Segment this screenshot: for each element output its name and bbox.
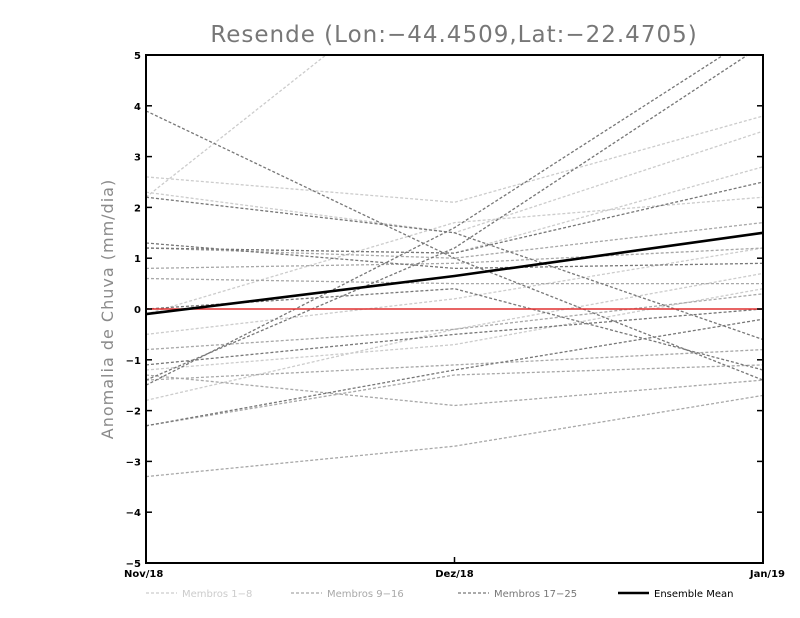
legend-label: Membros 9−16 — [327, 589, 404, 600]
y-tick-label: 1 — [134, 254, 141, 265]
x-tick-label: Nov/18 — [124, 569, 163, 580]
y-tick-label: −2 — [126, 407, 141, 418]
series-line-8 — [146, 272, 763, 402]
legend-label: Membros 17−25 — [494, 589, 577, 600]
series-line-12 — [146, 293, 763, 351]
series-line-19 — [146, 242, 763, 270]
ensemble-mean-line — [146, 231, 763, 316]
x-axis: Nov/18 Dez/18 Jan/19 — [124, 557, 785, 580]
series-line-6 — [146, 247, 763, 336]
legend-label: Membros 1−8 — [182, 589, 252, 600]
series-line-25 — [146, 288, 763, 371]
y-axis: −5 −4 −3 −2 −1 0 1 2 3 4 5 — [126, 51, 763, 570]
y-tick-label: 2 — [134, 203, 141, 214]
series-line-15 — [146, 364, 763, 427]
series-line-23 — [146, 318, 763, 427]
series-line-20 — [146, 181, 763, 254]
y-tick-label: −1 — [126, 356, 141, 367]
series-line-2 — [146, 115, 763, 203]
legend-label: Ensemble Mean — [654, 589, 733, 600]
series-line-24 — [146, 308, 763, 366]
mean-layer — [146, 231, 763, 316]
series-line-14 — [146, 374, 763, 407]
y-tick-label: 0 — [134, 305, 141, 316]
y-tick-label: −4 — [126, 508, 141, 519]
series-layer — [146, 55, 763, 478]
series-line-1 — [146, 55, 327, 198]
series-line-11 — [146, 277, 763, 285]
series-line-17 — [146, 110, 763, 381]
series-line-18 — [146, 196, 763, 341]
x-tick-label: Dez/18 — [435, 569, 474, 580]
y-tick-label: 3 — [134, 153, 141, 164]
series-line-21 — [146, 55, 725, 386]
series-line-9 — [146, 221, 763, 259]
series-line-5 — [146, 196, 763, 315]
series-line-16 — [146, 394, 763, 478]
x-tick-label: Jan/19 — [749, 569, 785, 580]
series-line-4 — [146, 166, 763, 254]
y-axis-label: Anomalia de Chuva (mm/dia) — [98, 179, 117, 439]
y-tick-label: 5 — [134, 51, 141, 62]
series-line-10 — [146, 247, 763, 270]
series-line-22 — [146, 55, 749, 381]
y-tick-label: −5 — [126, 559, 141, 570]
series-line-13 — [146, 348, 763, 381]
legend: Membros 1−8 Membros 9−16 Membros 17−25 Ense… — [146, 589, 733, 600]
chart-title: Resende (Lon:−44.4509,Lat:−22.4705) — [210, 22, 697, 48]
y-tick-label: 4 — [134, 102, 141, 113]
series-line-3 — [146, 130, 763, 234]
y-tick-label: −3 — [126, 457, 141, 468]
